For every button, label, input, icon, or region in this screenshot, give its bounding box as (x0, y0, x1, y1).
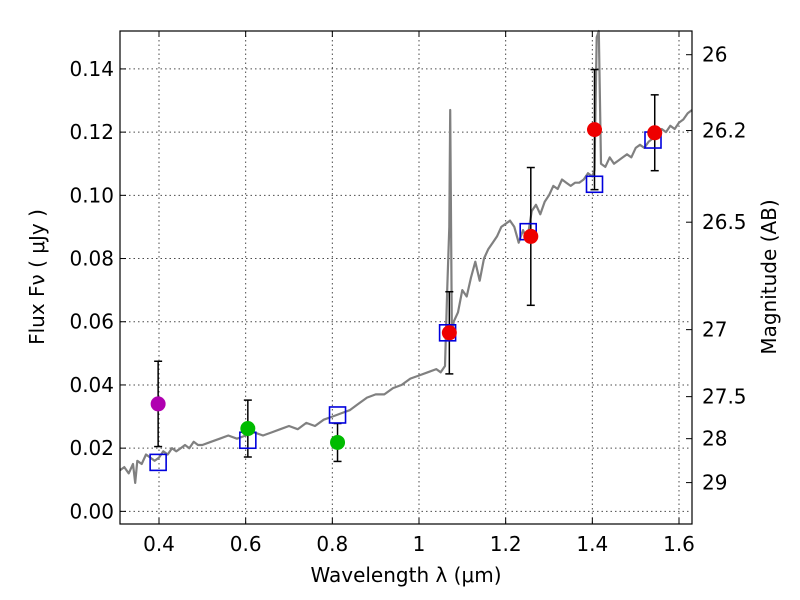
observed-point (523, 228, 539, 244)
x-tick-label: 0.4 (143, 532, 175, 556)
y2-tick-label: 26.2 (702, 119, 747, 143)
observed-point (647, 125, 663, 141)
observed-point (240, 421, 256, 437)
y2-tick-label: 26 (702, 43, 727, 67)
observed-point (441, 325, 457, 341)
observed-point (587, 122, 602, 138)
y-tick-label: 0.00 (69, 499, 114, 523)
x-tick-label: 0.8 (316, 532, 348, 556)
observed-point (150, 396, 166, 412)
y-tick-label: 0.12 (69, 120, 114, 144)
observed-point (330, 434, 346, 450)
y-tick-label: 0.10 (69, 183, 114, 207)
y-tick-label: 0.04 (69, 373, 114, 397)
y-tick-label: 0.06 (69, 310, 114, 334)
y2-axis-label: Magnitude (AB) (757, 199, 781, 354)
y2-tick-label: 27 (702, 318, 727, 342)
error-bars (154, 68, 659, 463)
y2-tick-label: 29 (702, 471, 727, 495)
axis-ticks: 0.4 0.6 0.8 1 1.2 1.4 1.6 0.00 0.02 0.04 0.06 0.08 0… (69, 31, 747, 556)
grid-lines (120, 31, 692, 524)
model-square-marker (149, 453, 167, 472)
y-tick-label: 0.14 (69, 57, 114, 81)
model-square-marker (328, 406, 347, 424)
y-tick-label: 0.08 (69, 247, 114, 271)
spectrum-line (119, 29, 693, 484)
spectrum-series (119, 29, 693, 484)
x-tick-label: 1 (413, 532, 426, 556)
y-tick-label: 0.02 (69, 436, 114, 460)
data-markers (149, 122, 663, 472)
x-tick-label: 0.6 (230, 532, 262, 556)
y2-tick-label: 28 (702, 427, 727, 451)
y-axis-label: Flux Fν ( μJy ) (25, 209, 49, 345)
model-square-marker (585, 175, 604, 194)
x-tick-label: 1.4 (576, 532, 608, 556)
plot-frame (119, 30, 693, 525)
x-axis-label: Wavelength λ (μm) (310, 563, 501, 587)
y2-tick-label: 26.5 (702, 210, 747, 234)
y2-tick-label: 27.5 (702, 385, 747, 409)
x-tick-label: 1.6 (663, 532, 695, 556)
x-tick-label: 1.2 (490, 532, 522, 556)
